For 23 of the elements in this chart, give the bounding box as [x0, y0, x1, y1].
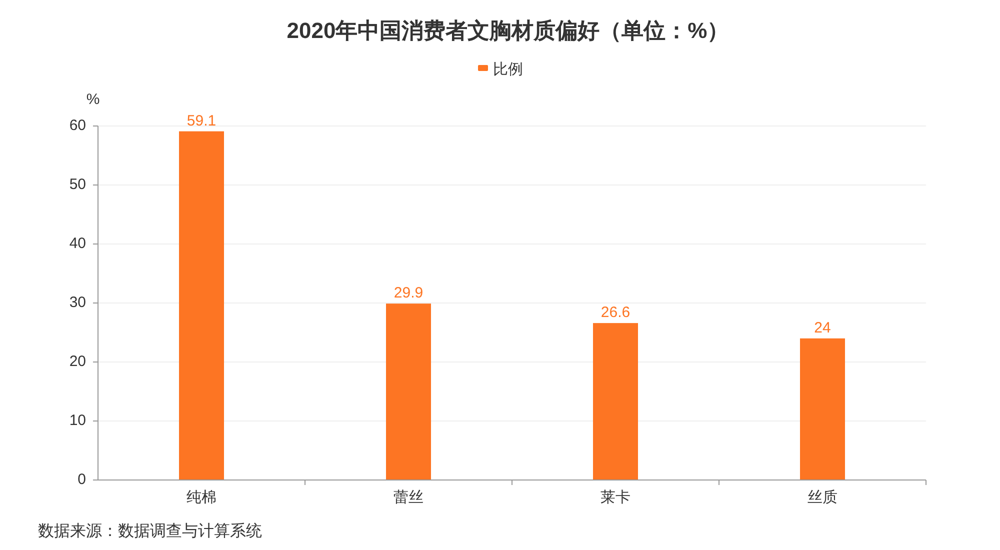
bar: [593, 323, 638, 480]
y-tick-label: 50: [69, 176, 86, 193]
data-label: 59.1: [186, 112, 216, 130]
data-label: 29.9: [394, 284, 424, 302]
bar: [386, 304, 431, 480]
y-tick-label: 10: [69, 412, 86, 429]
x-tick-label: 莱卡: [600, 489, 630, 506]
source-note: 数据来源：数据调查与计算系统: [38, 522, 262, 540]
y-tick-label: 30: [69, 294, 86, 311]
bar: [800, 338, 845, 480]
y-tick-label: 20: [69, 352, 86, 370]
x-tick-label: 蕾丝: [394, 489, 424, 506]
x-tick-label: 纯棉: [186, 489, 216, 506]
y-tick-label: 40: [69, 234, 86, 252]
bar: [179, 131, 224, 480]
chart-title: 2020年中国消费者文胸材质偏好（单位：%）: [286, 18, 730, 43]
y-tick-label: 0: [78, 470, 86, 488]
x-tick-label: 丝质: [808, 489, 838, 506]
y-tick-label: 60: [69, 116, 86, 134]
data-label: 24: [814, 319, 831, 336]
y-axis-title: %: [86, 91, 100, 108]
data-label: 26.6: [600, 304, 630, 322]
legend-label: 比例: [493, 60, 523, 78]
